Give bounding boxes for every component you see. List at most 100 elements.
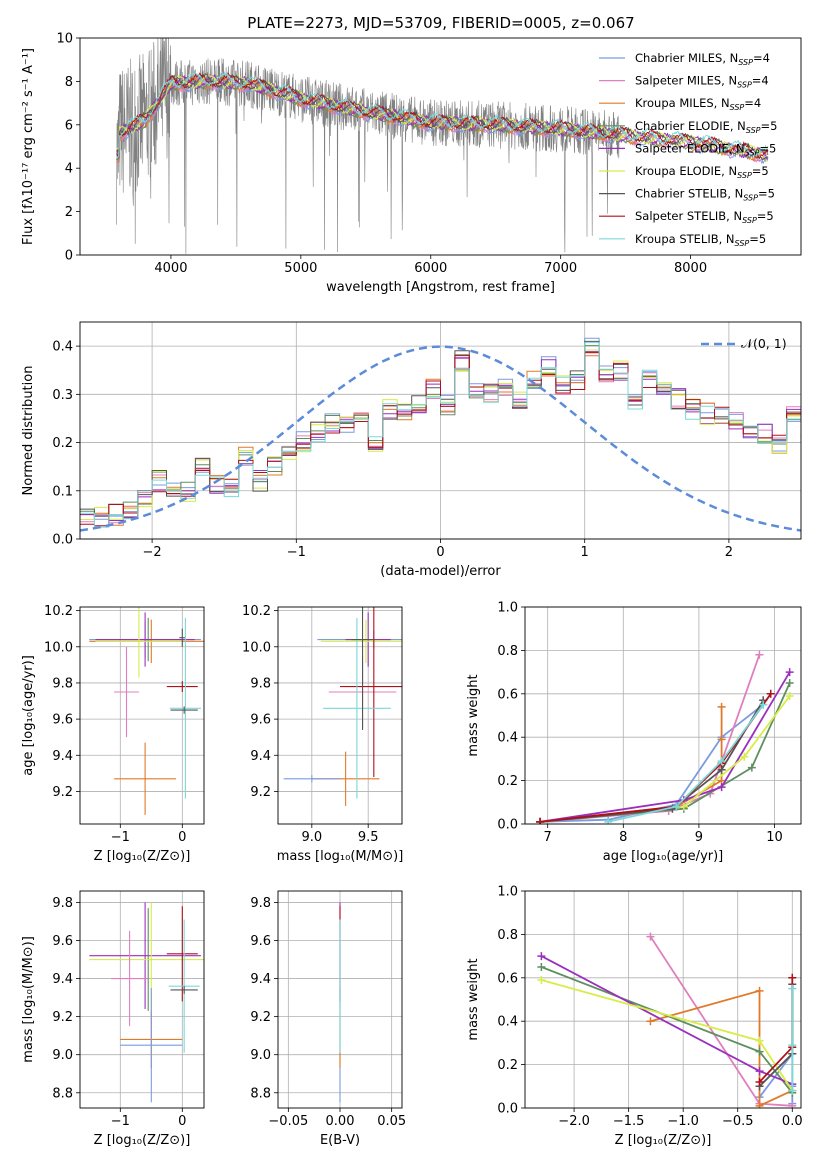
series-point-marker bbox=[717, 757, 726, 766]
hist-plot-area bbox=[80, 337, 801, 532]
x-tick-label: 0 bbox=[436, 545, 444, 560]
y-tick-label: 9.0 bbox=[250, 1048, 271, 1063]
y-tick-label: 0.2 bbox=[497, 1058, 518, 1073]
x-tick-label: 0.00 bbox=[326, 1114, 355, 1129]
x-axis-label: E(B-V) bbox=[320, 1133, 360, 1148]
series-point-marker bbox=[788, 1041, 797, 1050]
y-tick-label: 9.8 bbox=[250, 676, 271, 691]
y-tick-label: 9.0 bbox=[52, 1048, 73, 1063]
x-tick-label: 8000 bbox=[674, 261, 707, 276]
axes-frame bbox=[79, 37, 802, 256]
series-point-marker bbox=[672, 802, 681, 811]
axes-frame bbox=[79, 321, 802, 540]
y-tick-label: 6 bbox=[65, 118, 73, 133]
x-tick-label: 7000 bbox=[544, 261, 577, 276]
y-axis-label: age [log₁₀(age/yr)] bbox=[21, 655, 36, 776]
y-tick-label: 10.0 bbox=[242, 640, 271, 655]
axes-frame bbox=[79, 606, 205, 825]
axes-frame bbox=[524, 890, 802, 1109]
y-tick-label: 0.1 bbox=[52, 484, 73, 499]
legend-entry-label: Salpeter MILES, NSSP=4 bbox=[635, 74, 769, 90]
y-tick-label: 0.8 bbox=[497, 644, 518, 659]
y-tick-label: 0.3 bbox=[52, 388, 73, 403]
x-tick-label: 5000 bbox=[284, 261, 317, 276]
x-axis-label: Z [log₁₀(Z/Z⊙)] bbox=[615, 1133, 712, 1148]
series-line bbox=[608, 704, 764, 823]
y-tick-label: 1.0 bbox=[497, 885, 518, 900]
weight-plot-area bbox=[537, 932, 797, 1108]
y-tick-label: 9.8 bbox=[52, 676, 73, 691]
y-tick-label: 8.8 bbox=[250, 1086, 271, 1101]
chart-mass-weight-vs-Z: −2.0 −1.5 −1.0 −0.5 0.0 0.0 0.2 0.4 0.6 0.8 1.0 Z [… bbox=[466, 885, 803, 1149]
series-point-marker bbox=[717, 735, 726, 744]
y-tick-label: 10.0 bbox=[44, 640, 73, 655]
x-tick-label: 0.0 bbox=[782, 1114, 803, 1129]
chart-spectrum: 4000 5000 6000 7000 8000 0 2 4 6 8 10 wavelength [A… bbox=[21, 32, 802, 295]
x-tick-label: −0.5 bbox=[722, 1114, 754, 1129]
model-spectrum-line bbox=[116, 75, 769, 163]
legend-entry-label: Kroupa ELODIE, NSSP=5 bbox=[635, 164, 769, 180]
x-tick-label: 7 bbox=[544, 830, 552, 845]
y-tick-label: 0.2 bbox=[52, 436, 73, 451]
y-tick-label: 8 bbox=[65, 75, 73, 90]
chart-mass-vs-Z: −1 0 8.8 9.0 9.2 9.4 9.6 9.8 Z [log₁₀(Z/Z⊙)] mass… bbox=[21, 890, 205, 1148]
axes-frame bbox=[79, 890, 205, 1109]
x-axis-label: (data-model)/error bbox=[380, 564, 501, 579]
chart-residual-hist: −2 −1 0 1 2 0.0 0.1 0.2 0.3 0.4 (data-model)/error… bbox=[21, 321, 802, 579]
series-point-marker bbox=[537, 975, 546, 984]
errorbar-plot-area bbox=[89, 607, 204, 815]
series-point-marker bbox=[537, 962, 546, 971]
chart-mass-weight-vs-age: 7 8 9 10 0.0 0.2 0.4 0.6 0.8 1.0 age [log₁₀(age/yr… bbox=[466, 601, 802, 864]
y-tick-label: 9.2 bbox=[52, 1010, 73, 1025]
x-tick-label: 1 bbox=[581, 545, 589, 560]
series-point-marker bbox=[755, 1047, 764, 1056]
x-axis-label: wavelength [Angstrom, rest frame] bbox=[326, 280, 555, 295]
y-tick-label: 10.2 bbox=[44, 604, 73, 619]
series-point-marker bbox=[646, 932, 655, 941]
y-tick-label: 0.0 bbox=[497, 1102, 518, 1117]
y-tick-label: 0.4 bbox=[497, 1015, 518, 1030]
x-tick-label: 6000 bbox=[414, 261, 447, 276]
model-spectrum-line bbox=[115, 71, 769, 160]
series-point-marker bbox=[755, 650, 764, 659]
legend-entry-label: Kroupa MILES, NSSP=4 bbox=[635, 96, 761, 112]
series-point-marker bbox=[679, 802, 688, 811]
series-point-marker bbox=[646, 1017, 655, 1026]
spectrum-legend: Chabrier MILES, NSSP=4 Salpeter MILES, NS… bbox=[599, 51, 777, 248]
spectrum-plot-area bbox=[115, 38, 769, 254]
y-tick-label: 9.8 bbox=[250, 896, 271, 911]
x-axis-label: mass [log₁₀(M/M⊙)] bbox=[277, 849, 404, 864]
x-tick-label: 8 bbox=[619, 830, 627, 845]
x-tick-label: −2.0 bbox=[558, 1114, 590, 1129]
y-tick-label: 1.0 bbox=[497, 601, 518, 616]
legend-entry-label: Chabrier STELIB, NSSP=5 bbox=[635, 187, 775, 203]
y-axis-label: Normed distribution bbox=[21, 366, 36, 496]
y-tick-label: 0.6 bbox=[497, 687, 518, 702]
y-axis-label: Flux [fλ10⁻¹⁷ erg cm⁻² s⁻¹ A⁻¹] bbox=[21, 48, 36, 245]
y-tick-label: 10 bbox=[56, 32, 73, 47]
figure-title: PLATE=2273, MJD=53709, FIBERID=0005, z=0… bbox=[247, 14, 634, 32]
y-tick-label: 0.4 bbox=[52, 340, 73, 355]
series-point-marker bbox=[747, 763, 756, 772]
axes-frame bbox=[277, 890, 403, 1109]
series-point-marker bbox=[755, 1077, 764, 1086]
model-spectrum-line bbox=[116, 72, 769, 160]
y-tick-label: 9.2 bbox=[52, 785, 73, 800]
series-point-marker bbox=[717, 783, 726, 792]
model-spectrum-line bbox=[116, 75, 769, 161]
legend-entry-label: Chabrier MILES, NSSP=4 bbox=[635, 51, 770, 67]
series-point-marker bbox=[766, 689, 775, 698]
y-tick-label: 9.2 bbox=[250, 785, 271, 800]
y-tick-label: 0 bbox=[65, 249, 73, 264]
x-tick-label: −1.0 bbox=[667, 1114, 699, 1129]
y-tick-label: 9.4 bbox=[52, 972, 73, 987]
y-tick-label: 9.6 bbox=[52, 713, 73, 728]
model-spectrum-line bbox=[116, 73, 769, 160]
y-tick-label: 0.0 bbox=[497, 818, 518, 833]
series-point-marker bbox=[788, 973, 797, 982]
y-tick-label: 9.6 bbox=[250, 713, 271, 728]
axes-frame bbox=[524, 606, 802, 825]
y-tick-label: 9.4 bbox=[52, 749, 73, 764]
